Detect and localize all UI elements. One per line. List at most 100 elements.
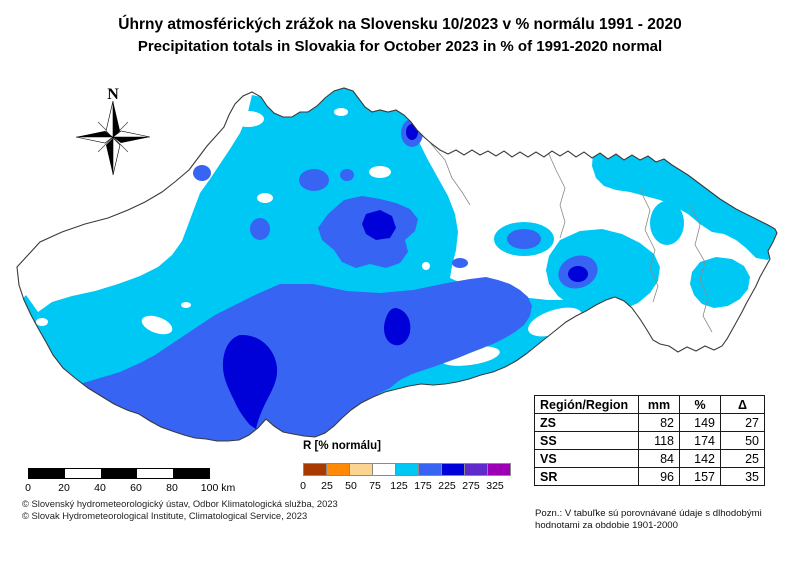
white-spot-8: [334, 108, 348, 116]
table-row: VS 84 142 25: [534, 449, 765, 468]
title-line-en: Precipitation totals in Slovakia for Oct…: [137, 38, 663, 55]
region-boundary-lines: [419, 127, 713, 333]
title-line-sk: Úhrny atmosférických zrážok na Slovensku…: [118, 16, 682, 33]
region-cyan-saris: [546, 229, 660, 313]
legend-tick: 125: [390, 480, 408, 492]
compass-rose: N: [75, 86, 151, 176]
cell-pct: 142: [679, 449, 721, 468]
region-stats-table: Región/Region mm % Δ ZS 82 149 27 SS 118…: [534, 395, 765, 486]
credit-line-sk: © Slovenský hydrometeorologický ústav, O…: [22, 498, 338, 509]
cell-delta: 27: [720, 413, 765, 432]
legend-tick: 325: [486, 480, 504, 492]
cell-mm: 82: [638, 413, 680, 432]
cell-pct: 149: [679, 413, 721, 432]
map-scale-bar: [28, 468, 210, 479]
legend-color-bar: [303, 463, 519, 476]
scale-label: 100 km: [200, 482, 236, 494]
legend-swatch-275-325: [464, 463, 488, 476]
cell-mm: 96: [638, 467, 680, 486]
col-header-delta: Δ: [720, 395, 765, 414]
cell-region: SS: [534, 431, 639, 450]
region-darkblue-stiavnica: [222, 334, 278, 429]
legend-swatch-325plus: [487, 463, 511, 476]
table-row: ZS 82 149 27: [534, 413, 765, 432]
cell-pct: 174: [679, 431, 721, 450]
white-spot-4: [36, 318, 48, 326]
legend-tick: 75: [369, 480, 381, 492]
col-header-pct: %: [679, 395, 721, 414]
scale-label: 60: [130, 482, 142, 494]
cell-delta: 50: [720, 431, 765, 450]
footnote-line1: Pozn.: V tabuľke sú porovnávané údaje s …: [535, 508, 762, 519]
cell-region: SR: [534, 467, 639, 486]
scale-segment: [173, 469, 209, 478]
compass-north-label: N: [107, 86, 119, 103]
col-header-region: Región/Region: [534, 395, 639, 414]
scale-label: 20: [58, 482, 70, 494]
region-cyan-zemplin: [690, 257, 750, 308]
legend-title: R [% normálu]: [303, 440, 381, 452]
legend-swatch-125-175: [395, 463, 419, 476]
legend-swatch-225-275: [441, 463, 465, 476]
table-row: SS 118 174 50: [534, 431, 765, 450]
legend-tick: 275: [462, 480, 480, 492]
legend-tick: 50: [345, 480, 357, 492]
legend-tick: 225: [438, 480, 456, 492]
cell-pct: 157: [679, 467, 721, 486]
region-blue-spot-c: [193, 165, 211, 181]
legend-tick: 175: [414, 480, 432, 492]
white-spot-5: [141, 315, 173, 335]
scale-label: 0: [25, 482, 31, 494]
region-darkblue-central: [362, 210, 396, 240]
white-spot-1: [257, 193, 273, 203]
white-spot-3: [422, 262, 430, 270]
legend-tick: 0: [300, 480, 306, 492]
cell-region: ZS: [534, 413, 639, 432]
region-blue-spot-f: [452, 258, 468, 268]
region-darkblue-north: [406, 124, 418, 140]
region-blue-spot-b: [340, 169, 354, 181]
region-darkblue-krupina: [384, 308, 411, 346]
scale-segment: [137, 469, 173, 478]
table-row: SR 96 157 35: [534, 467, 765, 486]
page-title: Úhrny atmosférických zrážok na Slovensku…: [0, 14, 800, 58]
white-spot-6: [181, 302, 191, 308]
legend-swatch-0-25: [303, 463, 327, 476]
region-darkblue-east: [568, 266, 588, 282]
region-blue-spot-e: [345, 249, 371, 263]
scale-segment: [29, 469, 65, 478]
legend-tick: 25: [321, 480, 333, 492]
cell-delta: 25: [720, 449, 765, 468]
legend-swatch-50-75: [349, 463, 373, 476]
col-header-mm: mm: [638, 395, 680, 414]
cell-region: VS: [534, 449, 639, 468]
region-blue-spot-a: [299, 169, 329, 191]
scale-segment: [101, 469, 137, 478]
cell-mm: 118: [638, 431, 680, 450]
credit-line-en: © Slovak Hydrometeorological Institute, …: [22, 510, 308, 521]
copyright-credits: © Slovenský hydrometeorologický ústav, O…: [22, 498, 442, 522]
scale-segment: [65, 469, 101, 478]
cell-mm: 84: [638, 449, 680, 468]
legend-swatch-175-225: [418, 463, 442, 476]
cell-delta: 35: [720, 467, 765, 486]
white-spot-7: [232, 111, 264, 127]
table-header-row: Región/Region mm % Δ: [534, 395, 765, 414]
scale-label: 80: [166, 482, 178, 494]
legend-tick-labels: 0 25 50 75 125 175 225 275 325: [300, 480, 543, 492]
region-blue-south-main: [62, 277, 532, 441]
table-footnote: Pozn.: V tabuľke sú porovnávané údaje s …: [535, 508, 800, 532]
legend-swatch-25-50: [326, 463, 350, 476]
legend-swatch-75-125: [372, 463, 396, 476]
footnote-line2: hodnotami za obdobie 1901-2000: [535, 520, 678, 531]
region-blue-spis: [507, 229, 541, 249]
region-cyan-east-spot: [650, 201, 684, 245]
scale-bar-labels: 0 20 40 60 80 100 km: [25, 482, 288, 494]
scale-label: 40: [94, 482, 106, 494]
white-spot-2: [369, 166, 391, 178]
country-border: [16, 87, 778, 442]
region-cyan-northeast-band: [592, 140, 777, 260]
region-blue-spot-d: [250, 218, 270, 240]
